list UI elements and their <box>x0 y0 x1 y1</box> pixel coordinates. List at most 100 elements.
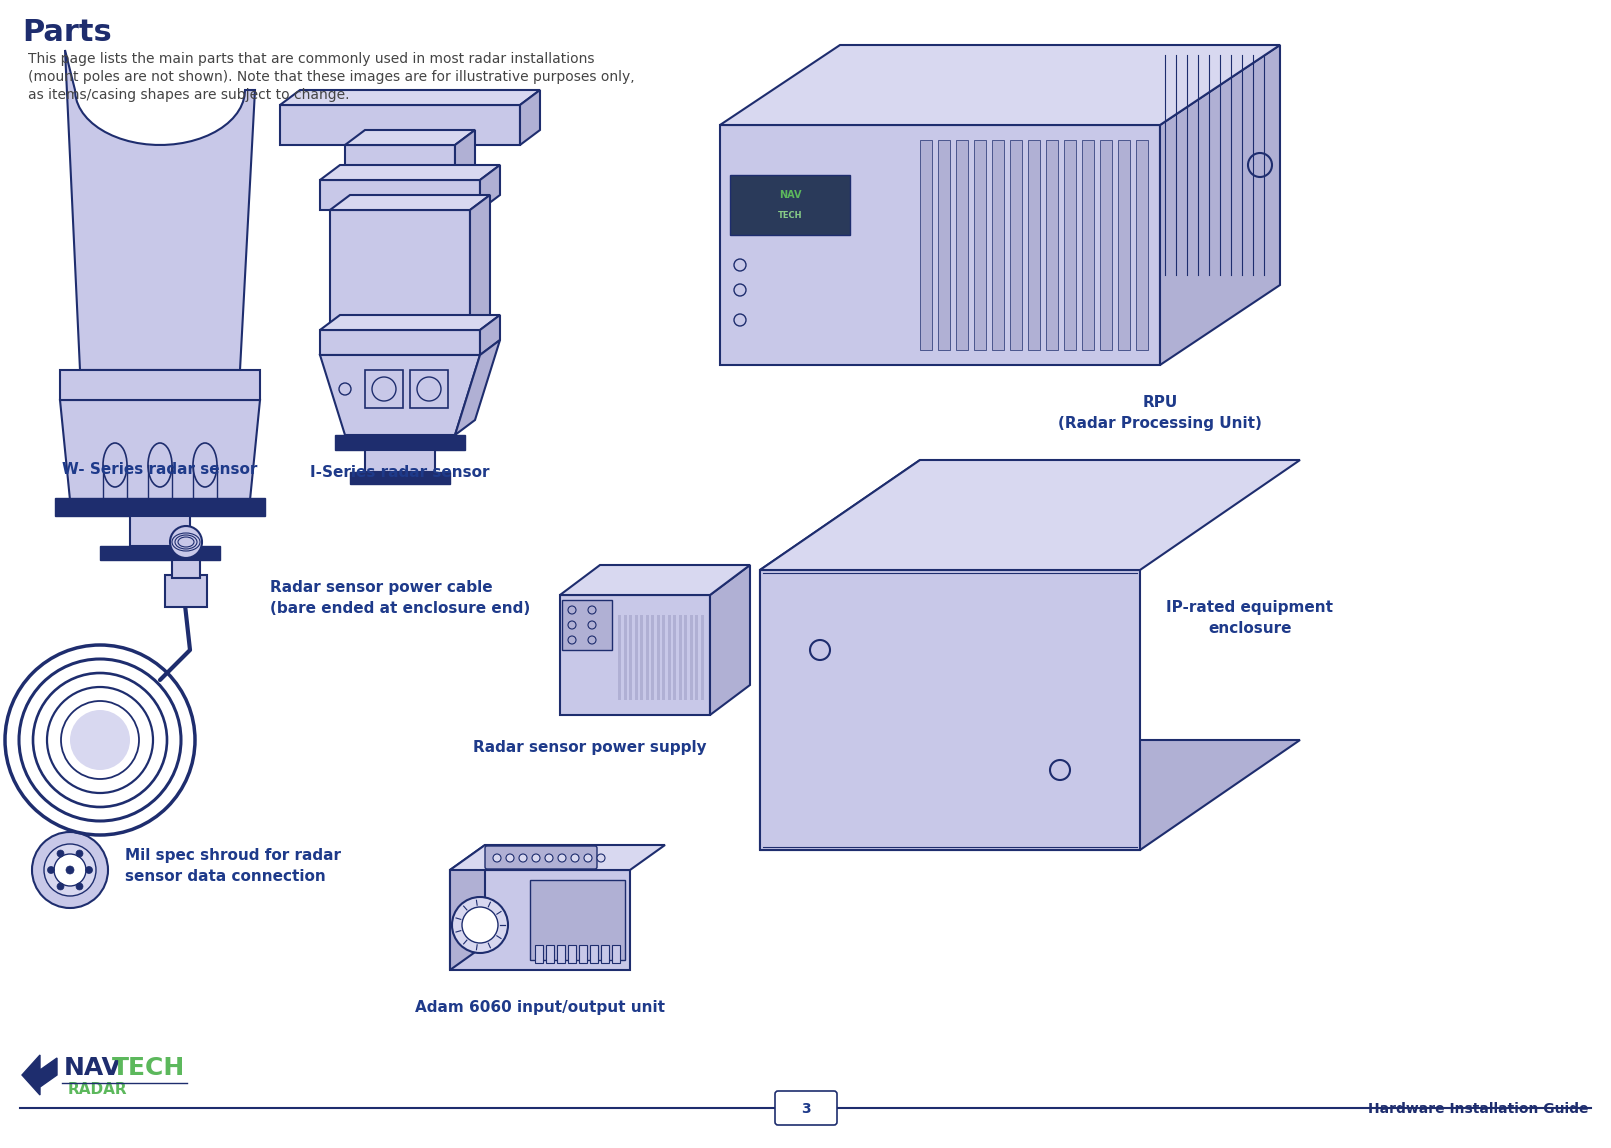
Circle shape <box>85 867 92 874</box>
Text: (mount poles are not shown). Note that these images are for illustrative purpose: (mount poles are not shown). Note that t… <box>27 70 635 84</box>
Circle shape <box>557 854 565 862</box>
Bar <box>366 370 403 408</box>
Polygon shape <box>345 130 475 145</box>
Bar <box>640 615 643 700</box>
Bar <box>561 595 710 715</box>
Bar <box>330 210 470 329</box>
Bar <box>321 180 480 210</box>
FancyBboxPatch shape <box>775 1091 838 1125</box>
Bar <box>601 945 609 963</box>
Bar <box>530 881 625 960</box>
Bar <box>1100 140 1112 350</box>
Bar <box>1136 140 1149 350</box>
Polygon shape <box>561 565 751 595</box>
Circle shape <box>462 907 498 943</box>
Circle shape <box>545 854 553 862</box>
Polygon shape <box>720 45 1281 125</box>
Circle shape <box>55 854 85 886</box>
Bar <box>164 575 206 607</box>
Bar <box>1083 140 1094 350</box>
Text: Mil spec shroud for radar
sensor data connection: Mil spec shroud for radar sensor data co… <box>126 848 342 884</box>
Bar <box>685 615 686 700</box>
Bar <box>546 945 554 963</box>
Circle shape <box>519 854 527 862</box>
Bar <box>335 435 466 450</box>
Circle shape <box>585 854 591 862</box>
Bar <box>345 145 454 180</box>
Bar <box>172 560 200 577</box>
Bar <box>662 615 665 700</box>
Text: IP-rated equipment
enclosure: IP-rated equipment enclosure <box>1166 600 1334 636</box>
Bar <box>449 870 630 970</box>
Text: This page lists the main parts that are commonly used in most radar installation: This page lists the main parts that are … <box>27 52 594 65</box>
Polygon shape <box>449 845 665 870</box>
Bar <box>590 945 598 963</box>
Text: NAV: NAV <box>778 191 801 200</box>
Bar <box>321 329 480 355</box>
Bar <box>975 140 986 350</box>
Polygon shape <box>480 165 499 210</box>
Circle shape <box>506 854 514 862</box>
Polygon shape <box>330 195 490 210</box>
Bar <box>720 125 1160 365</box>
Bar <box>411 370 448 408</box>
FancyBboxPatch shape <box>485 846 598 869</box>
Bar <box>646 615 649 700</box>
Circle shape <box>32 832 108 908</box>
Bar <box>694 615 698 700</box>
Polygon shape <box>1160 45 1281 365</box>
Circle shape <box>570 854 578 862</box>
Bar <box>701 615 704 700</box>
Circle shape <box>56 850 64 858</box>
Bar <box>130 515 190 546</box>
Bar <box>955 140 968 350</box>
Bar <box>1010 140 1021 350</box>
Text: 3: 3 <box>801 1102 810 1116</box>
Polygon shape <box>454 340 499 435</box>
Polygon shape <box>280 90 540 104</box>
Bar <box>100 546 221 560</box>
Bar <box>1118 140 1129 350</box>
Text: TECH: TECH <box>778 210 802 219</box>
Polygon shape <box>760 460 920 850</box>
Bar <box>992 140 1004 350</box>
Bar <box>366 450 435 472</box>
Polygon shape <box>321 165 499 180</box>
Bar <box>569 945 577 963</box>
Text: Hardware Installation Guide: Hardware Installation Guide <box>1368 1102 1588 1116</box>
Bar <box>920 140 933 350</box>
Bar <box>673 615 677 700</box>
Text: W- Series radar sensor: W- Series radar sensor <box>63 461 258 478</box>
Polygon shape <box>449 845 485 970</box>
Circle shape <box>56 883 64 890</box>
Polygon shape <box>321 315 499 329</box>
Bar <box>535 945 543 963</box>
Text: TECH: TECH <box>113 1056 185 1080</box>
Bar <box>760 571 1141 850</box>
Bar <box>562 600 612 650</box>
Circle shape <box>66 866 74 874</box>
Text: Radar sensor power supply: Radar sensor power supply <box>474 740 707 755</box>
Polygon shape <box>64 51 255 370</box>
Bar <box>1046 140 1058 350</box>
Bar <box>730 174 851 235</box>
Circle shape <box>43 844 97 895</box>
Polygon shape <box>760 740 1300 850</box>
Bar <box>280 104 520 145</box>
Bar <box>690 615 693 700</box>
Polygon shape <box>454 130 475 180</box>
Text: Radar sensor power cable
(bare ended at enclosure end): Radar sensor power cable (bare ended at … <box>271 580 530 616</box>
Bar <box>1063 140 1076 350</box>
Bar <box>623 615 627 700</box>
Text: Parts: Parts <box>23 18 111 47</box>
Bar <box>657 615 659 700</box>
Circle shape <box>598 854 606 862</box>
Circle shape <box>76 883 84 890</box>
Polygon shape <box>710 565 751 715</box>
Polygon shape <box>470 195 490 329</box>
Bar <box>350 472 449 484</box>
Bar <box>578 945 586 963</box>
Bar <box>619 615 620 700</box>
Bar <box>60 370 259 400</box>
Bar <box>55 498 264 515</box>
